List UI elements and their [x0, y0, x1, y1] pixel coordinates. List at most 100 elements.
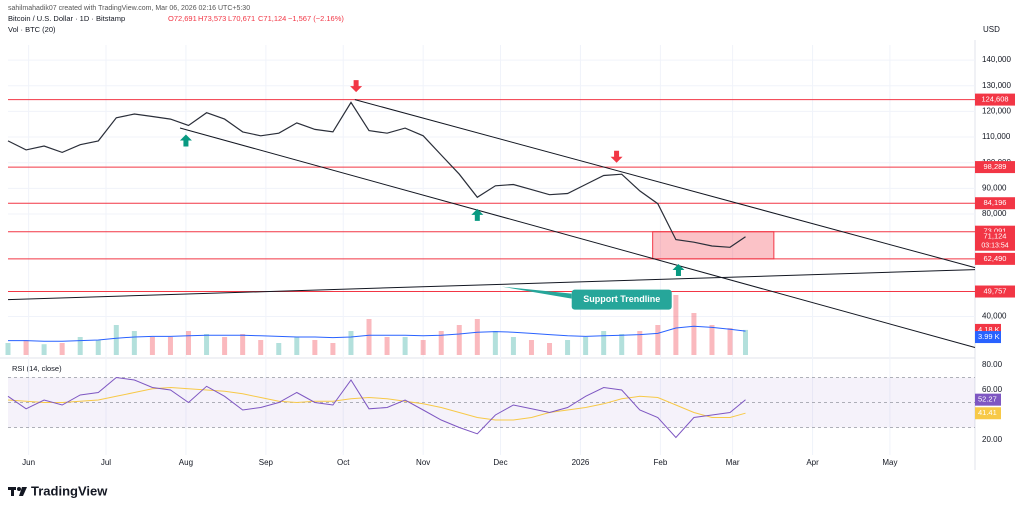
volume-bar — [294, 337, 300, 355]
volume-bar — [186, 331, 192, 355]
y-tick-label: 140,000 — [982, 55, 1011, 64]
volume-tag-label: 3.99 K — [978, 332, 1000, 341]
volume-bar — [167, 337, 173, 355]
rsi-tag-label: 52.27 — [978, 395, 997, 404]
volume-bar — [709, 325, 715, 355]
level-tag — [975, 285, 1015, 298]
level-label: 84,196 — [984, 198, 1007, 207]
volume-bar — [222, 337, 228, 355]
price-tag — [975, 231, 1015, 251]
credit: sahilmahadik07 created with TradingView.… — [8, 5, 250, 12]
rsi-tick-label: 60.00 — [982, 385, 1003, 394]
volume-bar — [149, 337, 155, 355]
volume-bar — [131, 331, 137, 355]
y-tick-label: 40,000 — [982, 312, 1007, 321]
arrow — [672, 263, 685, 276]
level-label: 49,757 — [984, 287, 1007, 296]
volume-bar — [547, 343, 553, 355]
level-label: 62,490 — [984, 254, 1007, 263]
volume-bar — [456, 325, 462, 355]
ohlc-value: O72,691 — [168, 14, 197, 23]
arrow — [610, 150, 623, 163]
level-tag — [975, 93, 1015, 106]
volume-bar — [77, 337, 83, 355]
volume-bar — [23, 340, 29, 355]
volume-label: Vol · BTC (20) — [8, 25, 56, 34]
x-tick-label: Nov — [416, 458, 430, 467]
trendline — [7, 269, 976, 301]
volume-bar — [402, 337, 408, 355]
volume-bar — [384, 337, 390, 355]
currency: USD — [983, 25, 1000, 34]
volume-bar — [742, 329, 748, 355]
rsi-ma-line — [7, 386, 746, 421]
trendline — [354, 99, 976, 269]
x-tick-label: Oct — [337, 458, 350, 467]
volume-bar — [420, 340, 426, 355]
volume-bar — [601, 331, 607, 355]
volume-bar — [528, 340, 534, 355]
logo: TradingView — [8, 483, 108, 498]
arrow — [471, 208, 484, 221]
level-label: 124,608 — [981, 95, 1008, 104]
ohlc-value: C71,124 — [258, 14, 286, 23]
volume-bar — [41, 344, 47, 355]
rsi-tick-label: 20.00 — [982, 435, 1003, 444]
x-tick-label: May — [882, 458, 897, 467]
volume-bar — [583, 337, 589, 355]
volume-bar — [438, 331, 444, 355]
price-label: 71,124 — [984, 232, 1007, 241]
volume-bar — [348, 331, 354, 355]
rsi-tag-label: 41.41 — [978, 408, 997, 417]
level-tag — [975, 161, 1015, 174]
y-tick-label: 80,000 — [982, 209, 1007, 218]
trendline — [179, 127, 976, 348]
volume-bar — [113, 325, 119, 355]
x-tick-label: Dec — [493, 458, 507, 467]
y-tick-label: 110,000 — [982, 132, 1011, 141]
level-label: 98,289 — [984, 162, 1007, 171]
volume-tag-label: 4.18 K — [978, 325, 1000, 334]
rsi-label: RSI (14, close) — [12, 364, 62, 373]
logo-mark — [11, 487, 14, 496]
y-tick-label: 130,000 — [982, 81, 1011, 90]
volume-bar — [204, 334, 210, 355]
logo-mark — [19, 487, 27, 496]
logo-text: TradingView — [31, 483, 108, 498]
volume-bar — [655, 325, 661, 355]
volume-bar — [5, 343, 11, 355]
volume-bar — [59, 343, 65, 355]
x-tick-label: Jul — [101, 458, 111, 467]
x-tick-label: Sep — [259, 458, 274, 467]
logo-mark — [17, 487, 21, 491]
level-tag — [975, 252, 1015, 265]
annotation-tail — [501, 286, 572, 299]
volume-bar — [366, 319, 372, 355]
volume-bar — [637, 331, 643, 355]
arrow — [350, 80, 363, 93]
price-line — [7, 101, 746, 248]
volume-bar — [565, 340, 571, 355]
volume-bar — [258, 340, 264, 355]
countdown: 03:13:54 — [981, 243, 1008, 250]
y-tick-label: 90,000 — [982, 183, 1007, 192]
rsi-tag — [975, 407, 1001, 420]
x-tick-label: Feb — [654, 458, 668, 467]
ohlc-value: −1,567 (−2.16%) — [288, 14, 344, 23]
volume-bar — [276, 343, 282, 355]
rsi-line — [7, 376, 746, 439]
volume-bar — [95, 340, 101, 355]
x-tick-label: Apr — [806, 458, 819, 467]
y-tick-label: 120,000 — [982, 107, 1011, 116]
volume-bar — [474, 319, 480, 355]
arrow — [179, 134, 192, 147]
volume-bar — [312, 340, 318, 355]
rsi-tick-label: 80.00 — [982, 360, 1003, 369]
volume-bar — [727, 328, 733, 355]
volume-bar — [330, 343, 336, 355]
volume-tag — [975, 331, 1001, 344]
volume-bar — [691, 313, 697, 355]
x-tick-label: Mar — [726, 458, 740, 467]
